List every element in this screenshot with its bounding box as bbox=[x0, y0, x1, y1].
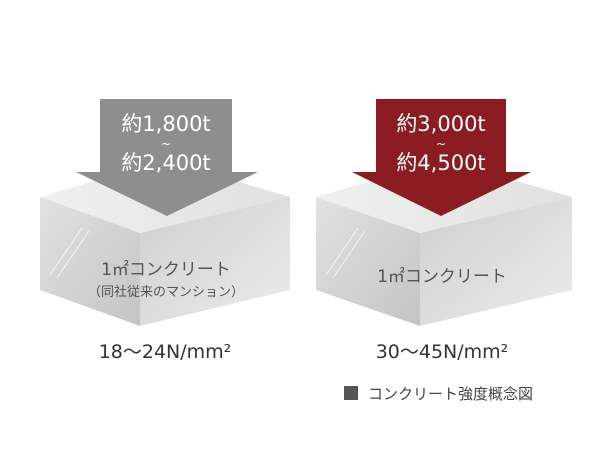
strength-label: 30〜45N/mm² bbox=[376, 341, 509, 363]
load-bottom: 約2,400t bbox=[121, 151, 210, 175]
load-tilde: ~ bbox=[436, 137, 446, 151]
block-label: 1㎡コンクリート bbox=[377, 267, 507, 287]
block-label: 1㎡コンクリート bbox=[101, 260, 231, 280]
load-bottom: 約4,500t bbox=[396, 151, 485, 175]
legend-swatch bbox=[344, 386, 358, 400]
concrete-block-conventional: 約1,800t ~ 約2,400t 1㎡コンクリート （同社従来のマンション） … bbox=[40, 99, 290, 363]
load-arrow bbox=[76, 99, 258, 216]
load-tilde: ~ bbox=[161, 137, 171, 151]
block-sublabel: （同社従来のマンション） bbox=[88, 284, 244, 300]
legend: コンクリート強度概念図 bbox=[344, 385, 533, 403]
legend-label: コンクリート強度概念図 bbox=[368, 385, 533, 403]
load-top: 約3,000t bbox=[396, 112, 485, 136]
load-top: 約1,800t bbox=[121, 112, 210, 136]
strength-label: 18〜24N/mm² bbox=[99, 341, 232, 363]
load-arrow bbox=[352, 99, 531, 216]
concrete-block-new: 約3,000t ~ 約4,500t 1㎡コンクリート 30〜45N/mm² bbox=[316, 99, 572, 363]
